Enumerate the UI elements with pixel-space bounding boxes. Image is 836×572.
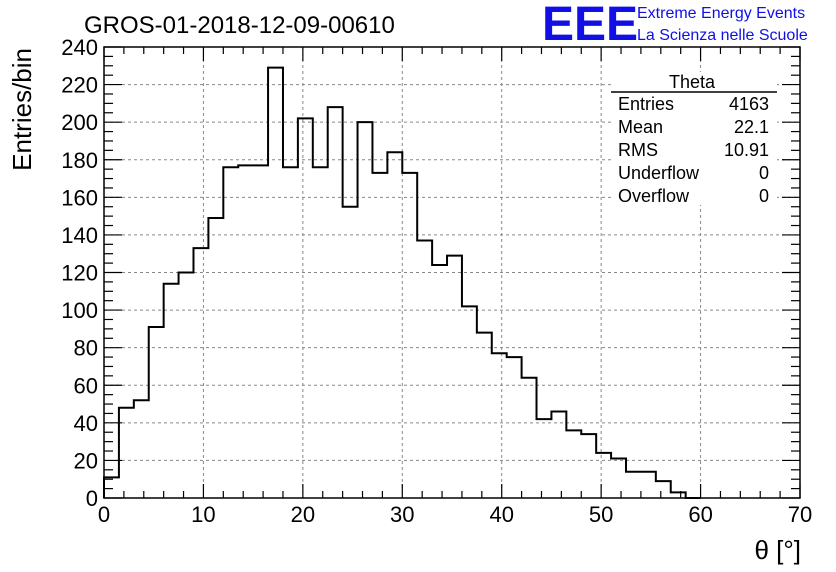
eee-logo-line2: La Scienza nelle Scuole <box>637 27 808 44</box>
stats-row-value: 22.1 <box>734 117 769 137</box>
stats-row-value: 0 <box>759 186 769 206</box>
x-tick-label: 50 <box>589 502 613 527</box>
stats-box-name: Theta <box>669 72 716 92</box>
x-tick-labels: 0 10 20 30 40 50 60 70 <box>98 502 812 527</box>
y-tick-label: 220 <box>61 73 98 98</box>
x-tick-label: 60 <box>688 502 712 527</box>
y-tick-label: 120 <box>61 261 98 286</box>
y-tick-label: 20 <box>74 448 98 473</box>
stats-row-value: 4163 <box>729 94 769 114</box>
y-tick-label: 0 <box>86 486 98 511</box>
y-tick-label: 160 <box>61 185 98 210</box>
x-tick-label: 0 <box>98 502 110 527</box>
eee-logo-mark: EEE <box>542 0 638 51</box>
grid <box>104 47 800 498</box>
x-tick-label: 40 <box>489 502 513 527</box>
stats-box: Theta Entries 4163 Mean 22.1 RMS 10.91 Underfl… <box>611 72 777 206</box>
y-tick-label: 40 <box>74 411 98 436</box>
y-axis-label: Entries/bin <box>7 48 37 171</box>
x-axis-label: θ [°] <box>754 535 801 565</box>
y-tick-labels: 0 20 40 60 80 100 120 140 160 180 200 220 240 <box>61 35 98 511</box>
stats-row-label: Underflow <box>618 163 700 183</box>
stats-row-value: 0 <box>759 163 769 183</box>
y-tick-label: 240 <box>61 35 98 60</box>
y-tick-label: 100 <box>61 298 98 323</box>
y-tick-label: 180 <box>61 148 98 173</box>
y-tick-label: 80 <box>74 336 98 361</box>
x-tick-label: 10 <box>191 502 215 527</box>
stats-row-value: 10.91 <box>724 140 769 160</box>
x-tick-label: 20 <box>291 502 315 527</box>
stats-row-label: Overflow <box>618 186 690 206</box>
stats-row-label: RMS <box>618 140 658 160</box>
y-tick-label: 200 <box>61 110 98 135</box>
y-tick-label: 60 <box>74 373 98 398</box>
eee-logo-line1: Extreme Energy Events <box>637 5 805 22</box>
stats-row-label: Entries <box>618 94 674 114</box>
x-tick-label: 70 <box>788 502 812 527</box>
y-tick-label: 140 <box>61 223 98 248</box>
stats-row-label: Mean <box>618 117 663 137</box>
axis-ticks <box>103 46 801 499</box>
chart-title: GROS-01-2018-12-09-00610 <box>84 12 395 39</box>
eee-logo: EEE Extreme Energy Events La Scienza nel… <box>542 0 808 51</box>
x-tick-label: 30 <box>390 502 414 527</box>
histogram-line <box>103 66 701 499</box>
